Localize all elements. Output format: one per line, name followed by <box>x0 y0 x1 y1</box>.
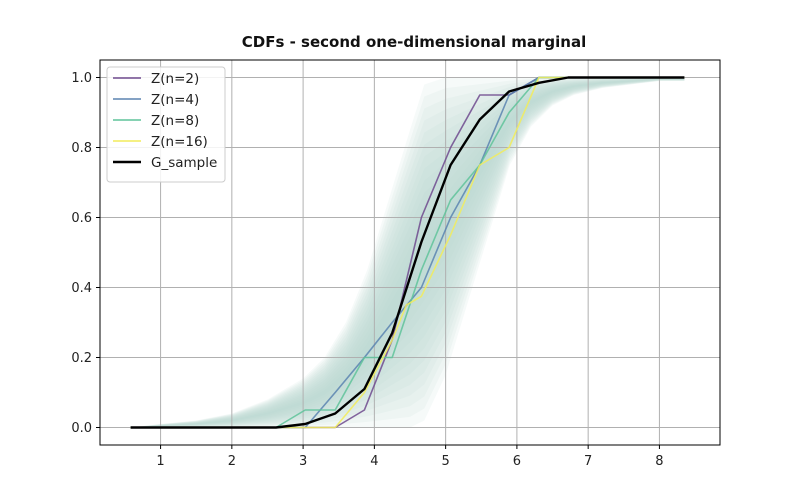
plot-frame <box>99 59 721 446</box>
x-tick-label: 2 <box>228 454 236 469</box>
x-tick-label: 1 <box>156 454 164 469</box>
band-layer-5 <box>130 78 685 428</box>
legend-label-Z(n=4): Z(n=4) <box>151 92 199 108</box>
x-tick-label: 3 <box>299 454 307 469</box>
chart-title: CDFs - second one-dimensional marginal <box>242 33 587 51</box>
confidence-band <box>130 77 685 428</box>
x-tick-label: 4 <box>370 454 378 469</box>
band-layer-12 <box>130 77 685 428</box>
x-tick-label: 6 <box>513 454 521 469</box>
legend-label-Z(n=8): Z(n=8) <box>151 113 199 129</box>
y-tick-label: 0.6 <box>71 211 92 226</box>
y-tick-label: 0.0 <box>71 421 92 436</box>
band-layer-11 <box>130 77 685 428</box>
y-tick-label: 0.8 <box>71 141 92 156</box>
series-line-Z(n=16) <box>130 76 685 429</box>
band-layer-3 <box>130 78 685 428</box>
legend: Z(n=2) Z(n=4) Z(n=8) Z(n=16) G_sample <box>106 66 226 183</box>
band-layer-9 <box>130 78 685 428</box>
legend-label-Z(n=16): Z(n=16) <box>151 134 208 150</box>
band-layer-6 <box>130 78 685 428</box>
band-layer-8 <box>130 78 685 428</box>
band-layer-4 <box>130 78 685 428</box>
series-lines <box>130 76 685 429</box>
x-tick-label: 5 <box>441 454 449 469</box>
legend-label-Z(n=2): Z(n=2) <box>151 71 199 87</box>
band-layer-7 <box>130 78 685 428</box>
y-tick-label: 0.4 <box>71 281 92 296</box>
band-layer-14 <box>130 77 685 428</box>
y-tick-label: 0.2 <box>71 351 92 366</box>
legend-box <box>106 66 226 183</box>
y-tick-label: 1.0 <box>71 71 92 86</box>
band-layer-13 <box>130 77 685 428</box>
x-tick-label: 7 <box>584 454 592 469</box>
band-layer-10 <box>130 78 685 428</box>
x-tick-label: 8 <box>655 454 663 469</box>
series-line-G_sample <box>130 76 685 429</box>
legend-label-G_sample: G_sample <box>151 155 217 171</box>
axis-ticks: 1 2 3 4 5 6 7 8 0.0 0.2 0.4 0.6 0.8 1.0 <box>71 71 663 469</box>
grid <box>100 60 720 445</box>
